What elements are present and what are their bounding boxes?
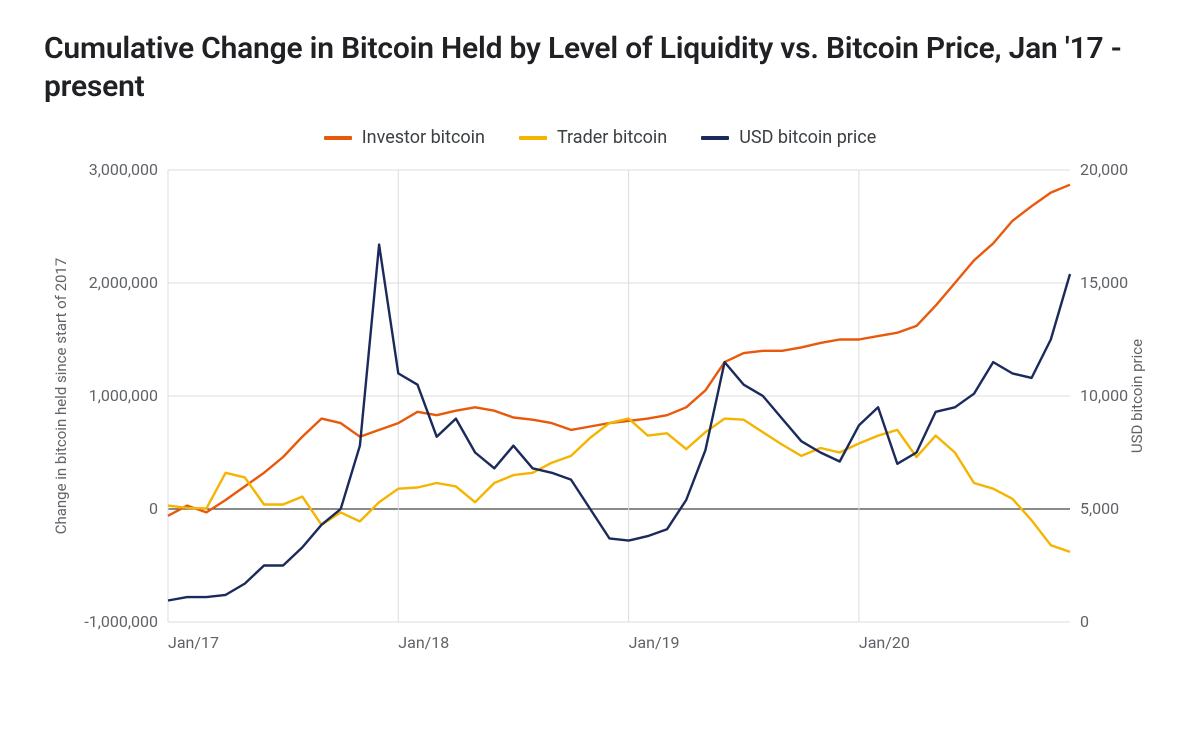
legend-swatch-price [701, 136, 729, 140]
plot-svg: -1,000,000 0 1,000,000 2,000,000 3,000,000 0 5… [44, 158, 1156, 678]
y-right-tick-label: 5,000 [1080, 499, 1119, 518]
legend: Investor bitcoin Trader bitcoin USD bitc… [44, 127, 1156, 148]
legend-swatch-investor [324, 136, 352, 140]
legend-item-trader: Trader bitcoin [519, 127, 667, 148]
legend-swatch-trader [519, 136, 547, 140]
legend-item-price: USD bitcoin price [701, 127, 876, 148]
y-right-tick-label: 15,000 [1080, 273, 1128, 292]
x-tick-label: Jan/19 [629, 633, 680, 652]
y-left-axis-title: Change in bitcoin held since start of 20… [52, 258, 70, 535]
series-trader [168, 419, 1070, 552]
y-left-tick-label: -1,000,000 [84, 612, 158, 631]
y-right-tick-label: 0 [1080, 612, 1089, 631]
y-left-tick-label: 2,000,000 [89, 273, 158, 292]
y-right-tick-label: 20,000 [1080, 160, 1128, 179]
legend-label-price: USD bitcoin price [739, 127, 876, 148]
plot-area: -1,000,000 0 1,000,000 2,000,000 3,000,000 0 5… [44, 158, 1156, 678]
legend-item-investor: Investor bitcoin [324, 127, 485, 148]
x-tick-label: Jan/18 [398, 633, 449, 652]
chart-container: Cumulative Change in Bitcoin Held by Lev… [0, 0, 1200, 742]
x-tick-label: Jan/17 [168, 633, 219, 652]
legend-label-investor: Investor bitcoin [362, 127, 485, 148]
series-investor [168, 185, 1070, 516]
y-left-tick-label: 3,000,000 [89, 160, 158, 179]
x-tick-label: Jan/20 [859, 633, 910, 652]
y-right-tick-label: 10,000 [1080, 386, 1128, 405]
y-left-tick-label: 0 [149, 499, 158, 518]
y-right-axis-title: USD bitcoin price [1128, 339, 1146, 453]
legend-label-trader: Trader bitcoin [557, 127, 667, 148]
y-left-tick-label: 1,000,000 [89, 386, 158, 405]
chart-title: Cumulative Change in Bitcoin Held by Lev… [44, 30, 1156, 105]
